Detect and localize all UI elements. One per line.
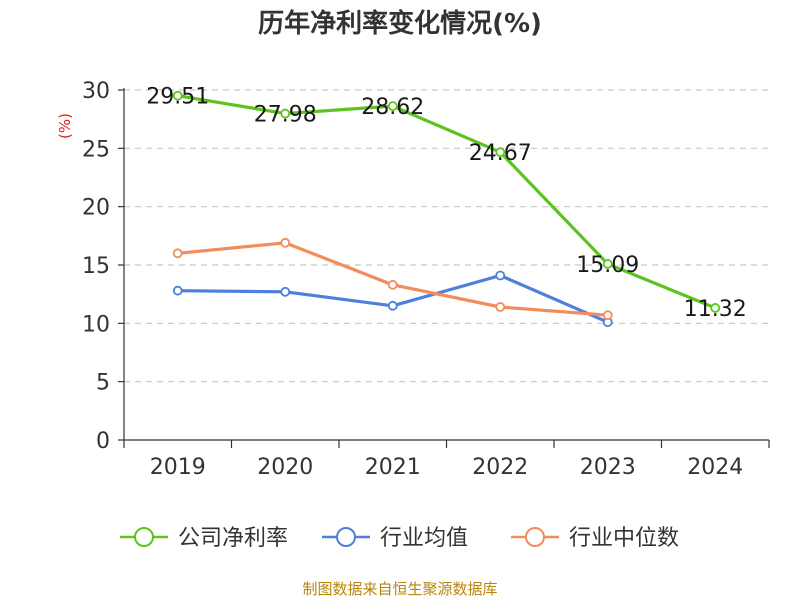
grid-lines [124,89,769,383]
data-point-0-4[interactable] [602,259,613,269]
data-point-0-2[interactable] [387,101,398,111]
y-axis-label: (%) [56,113,74,139]
data-point-0-5[interactable] [710,303,721,313]
legend-swatch-marker-1 [336,527,356,547]
x-tick-label-2022: 2022 [472,455,528,480]
x-tick-label-2021: 2021 [365,455,421,480]
legend-item-2[interactable]: 行业中位数 [511,526,679,551]
data-point-0-3[interactable] [495,147,506,158]
legend-label-2: 行业中位数 [569,526,679,551]
y-tick-label-30: 30 [82,79,110,104]
data-point-1-2[interactable] [387,300,398,311]
y-tick-label-25: 25 [82,137,110,162]
x-tick-label-2023: 2023 [580,455,636,480]
data-point-2-3[interactable] [495,302,506,312]
source-note: 制图数据来自恒生聚源数据库 [302,580,497,598]
x-tick-label-2020: 2020 [257,455,313,480]
y-tick-label-0: 0 [96,429,110,454]
x-tick-label-2024: 2024 [687,455,743,480]
data-labels: 29.51 27.98 28.62 24.67 15.09 11.32 [146,85,746,322]
legend-item-1[interactable]: 行业均值 [322,526,468,551]
legend-label-0: 公司净利率 [178,526,288,551]
y-tick-label-5: 5 [96,371,110,396]
data-label-2022: 24.67 [469,141,532,166]
chart-title: 历年净利率变化情况(%) [258,8,542,39]
data-point-2-0[interactable] [172,248,183,259]
data-point-2-4[interactable] [602,310,613,321]
series-line-0 [177,94,716,310]
axes: 0 5 10 15 20 25 30 2019 2020 2021 2022 2023 2024 [82,79,770,480]
data-label-2020: 27.98 [254,103,317,128]
data-point-1-0[interactable] [172,285,183,296]
x-tick-label-2019: 2019 [150,455,206,480]
legend-item-0[interactable]: 公司净利率 [120,526,288,551]
data-label-2019: 29.51 [146,85,209,110]
legend-swatch-marker-2 [525,527,545,547]
legend-swatch-marker-0 [134,527,154,547]
y-tick-label-10: 10 [82,312,110,337]
data-point-1-3[interactable] [495,270,506,281]
series-lines [172,90,721,328]
data-label-2021: 28.62 [361,95,424,120]
data-point-1-1[interactable] [280,286,291,297]
data-point-2-2[interactable] [387,279,398,290]
y-tick-label-15: 15 [82,254,110,279]
legend-label-1: 行业均值 [380,526,468,551]
data-label-2023: 15.09 [576,253,639,278]
y-tick-label-20: 20 [82,196,110,221]
data-point-2-1[interactable] [280,237,291,248]
legend[interactable]: 公司净利率 行业均值 行业中位数 [120,526,679,551]
data-label-2024: 11.32 [684,297,747,322]
data-point-0-1[interactable] [280,108,291,119]
data-point-0-0[interactable] [172,90,183,101]
